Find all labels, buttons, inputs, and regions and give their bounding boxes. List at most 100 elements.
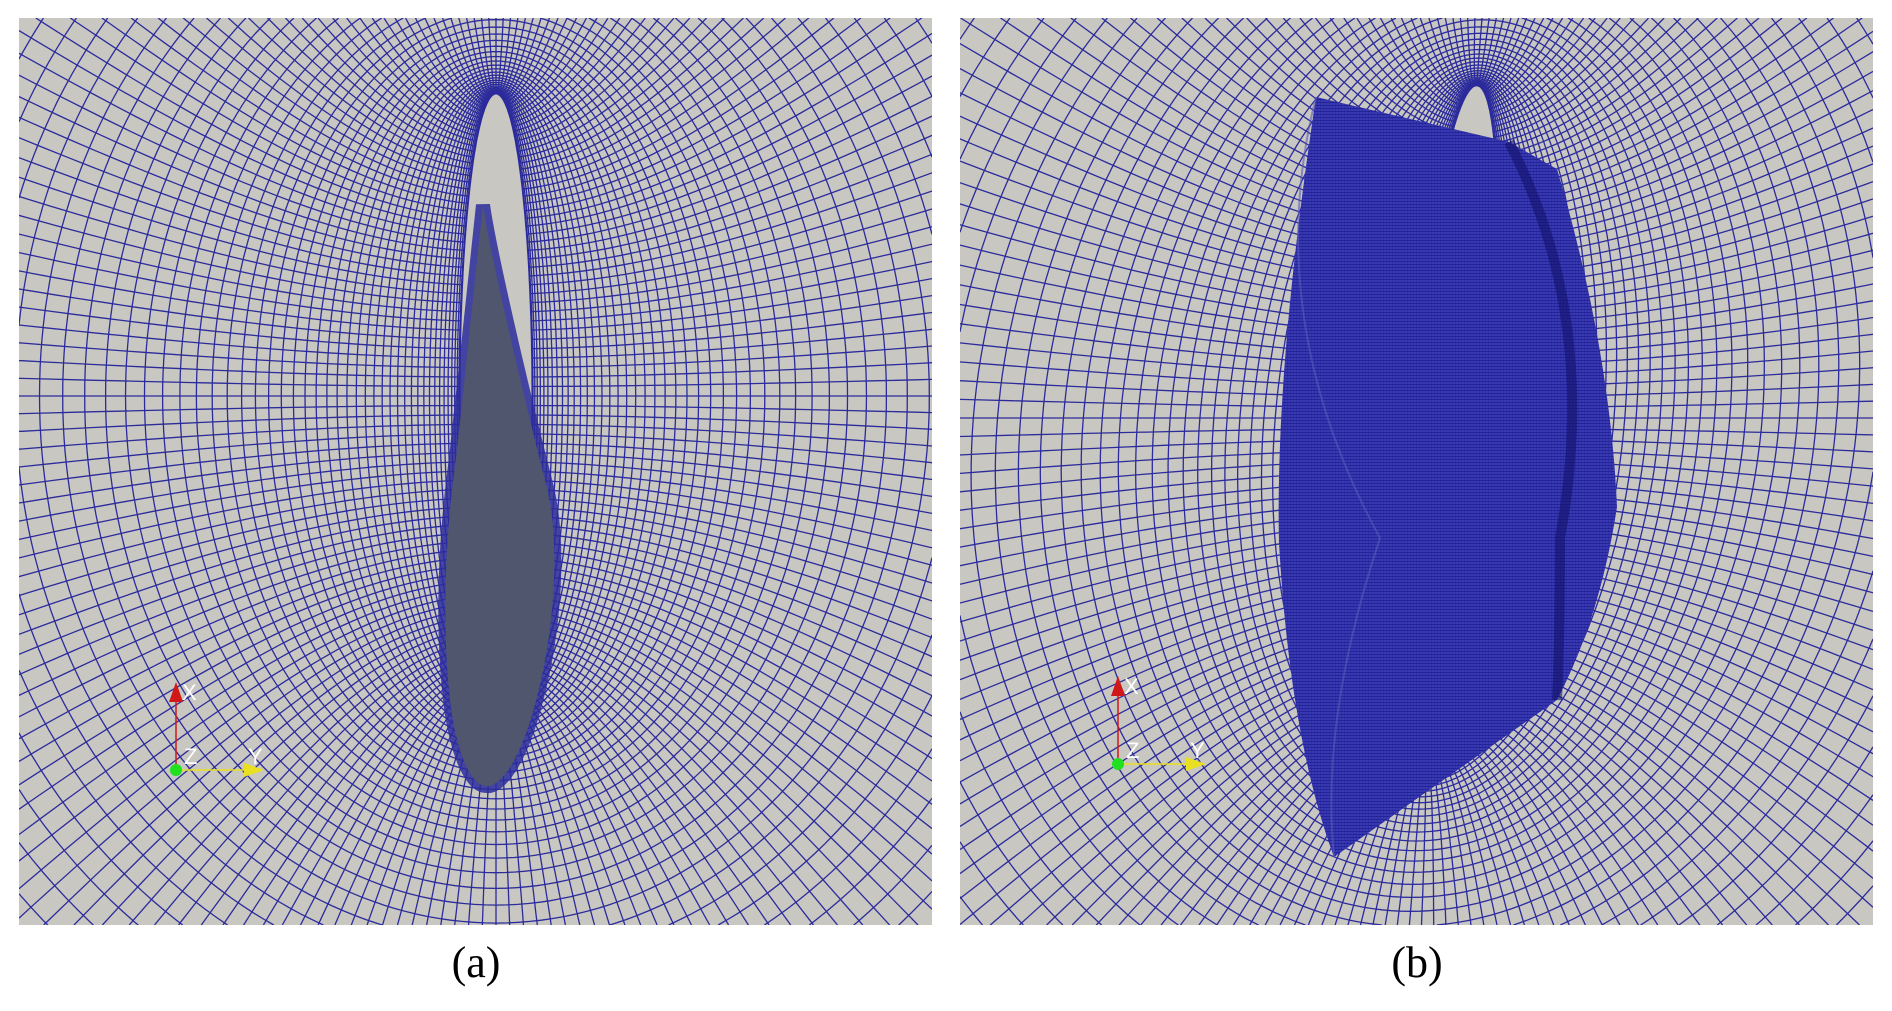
mesh-radial-line <box>1475 18 1483 86</box>
mesh-radial-line <box>513 660 749 925</box>
mesh-radial-line <box>19 176 463 286</box>
mesh-radial-line <box>130 18 469 197</box>
mesh-radial-line <box>496 18 504 95</box>
z-axis-label: Z <box>184 744 197 769</box>
mesh-radial-line <box>530 260 932 322</box>
mesh-radial-line <box>19 572 467 786</box>
mesh-ring <box>970 18 1873 925</box>
mesh-radial-line <box>19 404 460 415</box>
mesh-radial-line <box>414 18 486 110</box>
mesh-radial-line <box>502 18 542 100</box>
mesh-radial-line <box>19 288 461 341</box>
mesh-radial-line <box>394 18 483 116</box>
mesh-radial-line <box>1379 18 1461 110</box>
mesh-radial-line <box>35 18 467 220</box>
mesh-radial-line <box>527 549 932 697</box>
mesh-radial-line <box>206 18 472 177</box>
mesh-radial-line <box>153 639 475 925</box>
mesh-radial-line <box>1485 18 1545 97</box>
mesh-radial-line <box>222 655 478 925</box>
mesh-radial-line <box>458 18 491 99</box>
mesh-radial-line <box>531 442 932 481</box>
mesh-radial-line <box>19 587 469 836</box>
mesh-radial-line <box>19 195 463 295</box>
mesh-radial-line <box>498 18 519 96</box>
mesh-radial-line <box>346 18 479 132</box>
mesh-radial-line <box>525 54 932 227</box>
mesh-radial-line <box>518 18 744 164</box>
z-axis-dot-icon <box>170 764 182 776</box>
mesh-radial-line <box>1482 18 1520 91</box>
mesh-radial-line <box>1480 18 1512 89</box>
mesh-radial-line <box>527 95 932 243</box>
mesh-radial-line <box>523 18 891 205</box>
axes-triad-b: X Y Z <box>1111 674 1206 771</box>
mesh-radial-line <box>523 18 862 197</box>
mesh-radial-line <box>19 602 470 890</box>
blade-mesh-svg: X Y Z <box>960 18 1873 925</box>
mesh-radial-line <box>19 377 460 388</box>
mesh-radial-line <box>531 294 932 341</box>
mesh-radial-line <box>529 190 932 286</box>
mesh-radial-line <box>19 324 461 359</box>
mesh-radial-line <box>528 532 932 658</box>
mesh-radial-line <box>517 634 864 925</box>
mesh-radial-line <box>505 18 568 107</box>
airfoil-mesh-svg: X Y Z <box>19 18 932 925</box>
mesh-radial-line <box>1490 18 1608 118</box>
mesh-radial-line <box>514 18 660 137</box>
y-axis-arrow-icon <box>244 763 264 777</box>
mesh-radial-line <box>528 153 932 268</box>
mesh-radial-line <box>1467 18 1475 87</box>
x-axis-label: X <box>1124 674 1139 699</box>
mesh-radial-line <box>512 18 633 128</box>
mesh-radial-line <box>497 18 512 95</box>
mesh-radial-line <box>523 587 932 805</box>
mesh-radial-line <box>359 18 480 128</box>
x-axis-label: X <box>182 680 197 705</box>
mesh-radial-line <box>1492 18 1649 133</box>
y-axis-label: Y <box>248 744 263 769</box>
mesh-radial-line <box>519 622 919 925</box>
mesh-radial-line <box>19 470 462 541</box>
mesh-radial-line <box>531 414 932 430</box>
mesh-radial-line <box>19 595 469 862</box>
mesh-radial-line <box>182 18 471 183</box>
mesh-ring <box>19 18 932 925</box>
mesh-radial-line <box>507 18 588 113</box>
mesh-radial-line <box>509 18 598 116</box>
mesh-radial-line <box>19 433 461 468</box>
mesh-radial-line <box>521 18 810 183</box>
mesh-radial-line <box>1329 18 1455 128</box>
mesh-ring <box>960 18 1873 925</box>
mesh-radial-line <box>19 515 463 635</box>
mesh-radial-line <box>19 461 461 522</box>
mesh-radial-line <box>19 451 461 504</box>
blade-trailing-edge <box>1504 139 1578 701</box>
mesh-ring <box>19 18 932 925</box>
mesh-radial-line <box>517 18 707 153</box>
mesh-radial-line <box>531 362 932 378</box>
mesh-radial-line <box>19 442 461 486</box>
mesh-radial-line <box>19 116 464 260</box>
mesh-radial-line <box>1390 18 1462 106</box>
mesh-radial-line <box>531 423 932 447</box>
mesh-radial-line <box>531 461 932 515</box>
mesh-radial-line <box>521 609 932 882</box>
mesh-radial-line <box>524 580 932 782</box>
mesh-radial-line <box>530 470 932 532</box>
mesh-radial-line <box>1478 18 1497 87</box>
mesh-radial-line <box>520 18 786 177</box>
mesh-radial-line <box>317 18 477 142</box>
mesh-radial-line <box>69 18 468 212</box>
mesh-radial-line <box>525 565 932 738</box>
mesh-radial-line <box>1343 18 1456 123</box>
mesh-radial-line <box>73 622 473 925</box>
mesh-radial-line <box>525 32 932 220</box>
y-axis-arrow-icon <box>1186 757 1206 771</box>
mesh-radial-line <box>371 18 481 124</box>
mesh-radial-line <box>524 18 923 212</box>
mesh-radial-line <box>503 18 551 102</box>
mesh-radial-line <box>19 423 461 450</box>
mesh-radial-line <box>500 18 527 97</box>
